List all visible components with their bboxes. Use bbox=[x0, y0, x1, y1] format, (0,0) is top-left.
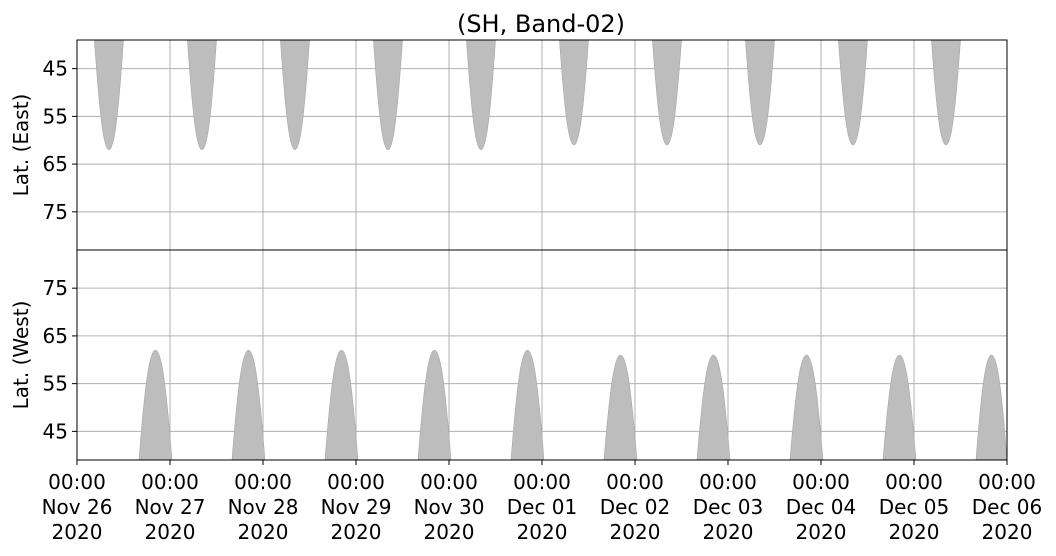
west-y-tick-label: 65 bbox=[43, 324, 68, 348]
x-tick-label-year: 2020 bbox=[424, 520, 475, 544]
x-tick-label-time: 00:00 bbox=[513, 470, 571, 494]
x-tick-label-date: Dec 06 bbox=[972, 495, 1043, 519]
x-tick-label-date: Dec 05 bbox=[879, 495, 950, 519]
west-y-axis-label: Lat. (West) bbox=[9, 301, 33, 410]
x-tick-label-year: 2020 bbox=[703, 520, 754, 544]
west-coverage-lobe bbox=[417, 349, 452, 460]
x-tick-label-year: 2020 bbox=[331, 520, 382, 544]
x-tick-label-date: Dec 02 bbox=[600, 495, 671, 519]
west-y-tick-label: 45 bbox=[43, 419, 68, 443]
east-coverage-lobe bbox=[745, 40, 775, 146]
x-tick-label-date: Nov 27 bbox=[135, 495, 206, 519]
east-coverage-lobe bbox=[652, 40, 682, 146]
x-tick-label-time: 00:00 bbox=[420, 470, 478, 494]
west-coverage-lobe bbox=[510, 349, 545, 460]
x-tick-label-date: Nov 30 bbox=[414, 495, 485, 519]
x-tick-label-year: 2020 bbox=[145, 520, 196, 544]
west-panel: 75 65 55 45 bbox=[43, 249, 1008, 461]
x-tick-label-time: 00:00 bbox=[978, 470, 1036, 494]
x-tick-label-time: 00:00 bbox=[699, 470, 757, 494]
east-y-tick-label: 55 bbox=[43, 104, 68, 128]
x-tick-label-year: 2020 bbox=[982, 520, 1033, 544]
east-coverage-lobe bbox=[280, 40, 310, 151]
x-tick-label-date: Nov 26 bbox=[42, 495, 113, 519]
x-tick-label-time: 00:00 bbox=[141, 470, 199, 494]
x-tick-label-year: 2020 bbox=[610, 520, 661, 544]
west-coverage-lobe bbox=[324, 349, 359, 460]
x-tick-label-date: Dec 01 bbox=[507, 495, 578, 519]
west-coverage-lobe bbox=[231, 349, 266, 460]
east-y-tick-label: 75 bbox=[43, 200, 68, 224]
west-coverage-lobe bbox=[603, 354, 638, 460]
east-coverage-lobe bbox=[94, 40, 124, 151]
west-coverage-lobe bbox=[696, 354, 731, 460]
x-tick-label-time: 00:00 bbox=[885, 470, 943, 494]
east-coverage-lobe bbox=[931, 40, 961, 146]
west-y-tick-label: 75 bbox=[43, 276, 68, 300]
x-tick-label-date: Nov 28 bbox=[228, 495, 299, 519]
x-tick-label-time: 00:00 bbox=[48, 470, 106, 494]
x-tick-label-year: 2020 bbox=[796, 520, 847, 544]
x-tick-label-year: 2020 bbox=[889, 520, 940, 544]
east-coverage-lobe bbox=[838, 40, 868, 146]
east-y-axis-label: Lat. (East) bbox=[9, 94, 33, 197]
east-coverage-lobe bbox=[373, 40, 403, 151]
east-coverage-lobe bbox=[187, 40, 217, 151]
west-y-tick-label: 55 bbox=[43, 372, 68, 396]
east-coverage-lobe bbox=[559, 40, 589, 146]
x-tick-label-year: 2020 bbox=[238, 520, 289, 544]
west-coverage-lobe bbox=[882, 354, 917, 460]
x-tick-label-time: 00:00 bbox=[234, 470, 292, 494]
x-tick-label-time: 00:00 bbox=[606, 470, 664, 494]
east-y-tick-label: 45 bbox=[43, 57, 68, 81]
east-panel: 45 55 65 75 bbox=[43, 39, 1008, 251]
west-coverage-lobe bbox=[138, 349, 173, 460]
x-tick-label-year: 2020 bbox=[517, 520, 568, 544]
west-coverage-lobe bbox=[975, 354, 1007, 460]
x-tick-label-time: 00:00 bbox=[792, 470, 850, 494]
chart-title: (SH, Band-02) bbox=[457, 10, 625, 38]
x-tick-label-date: Dec 03 bbox=[693, 495, 764, 519]
x-tick-label-time: 00:00 bbox=[327, 470, 385, 494]
west-coverage-lobe bbox=[789, 354, 824, 460]
east-coverage-lobe bbox=[466, 40, 496, 151]
east-y-tick-label: 65 bbox=[43, 152, 68, 176]
x-tick-label-year: 2020 bbox=[52, 520, 103, 544]
x-tick-label-date: Nov 29 bbox=[321, 495, 392, 519]
x-tick-label-date: Dec 04 bbox=[786, 495, 857, 519]
